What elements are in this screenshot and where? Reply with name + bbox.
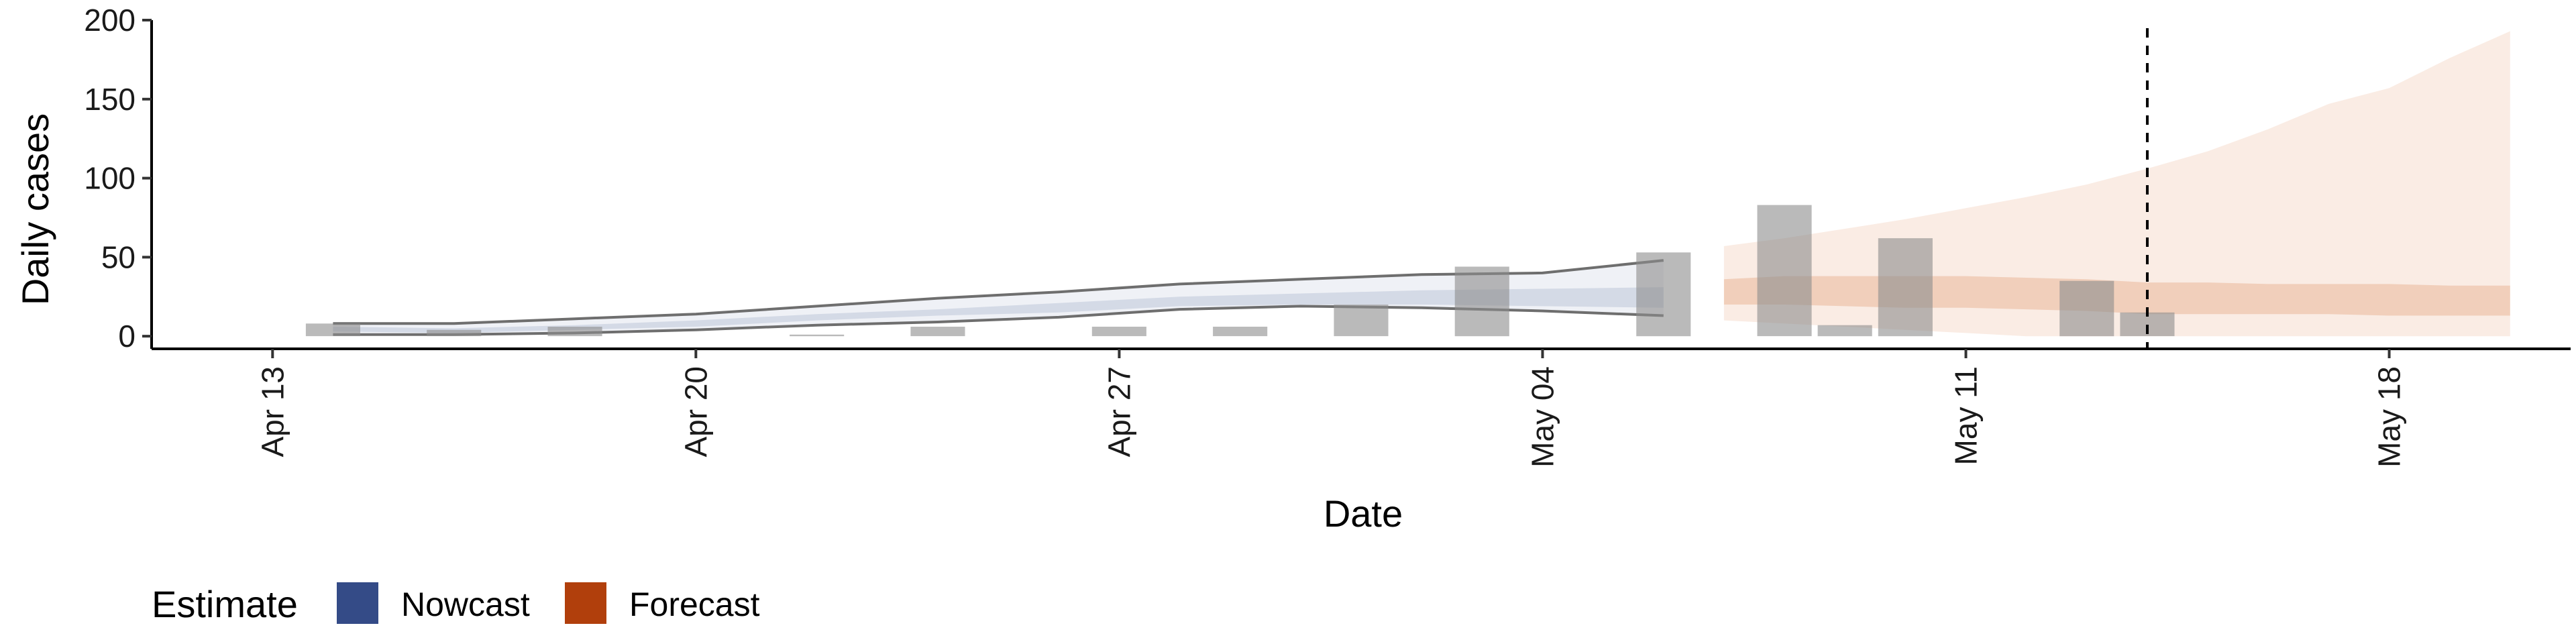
nowcast-upper-line [333, 259, 1664, 325]
case-bar [1213, 327, 1268, 337]
nowcast-band-inner [333, 287, 1664, 333]
case-bar [1454, 266, 1509, 337]
case-bar [1091, 327, 1146, 337]
legend-label-nowcast: Nowcast [401, 586, 530, 623]
x-axis: Apr 13 Apr 20 Apr 27 May 04 May 11 May 18 [152, 347, 2571, 468]
x-tick-label: Apr 27 [1102, 366, 1136, 458]
case-bar [1878, 238, 1933, 337]
y-tick-label: 150 [84, 82, 136, 117]
y-tick-label: 200 [84, 3, 136, 38]
legend-label-forecast: Forecast [629, 586, 760, 623]
x-tick-label: Apr 13 [255, 366, 290, 458]
case-bar [1334, 305, 1389, 337]
y-axis-title: Daily cases [14, 113, 56, 305]
legend-title: Estimate [152, 583, 298, 625]
x-tick-label: Apr 20 [678, 366, 713, 458]
case-bar [1757, 205, 1812, 337]
y-axis: 0 50 100 150 200 [84, 3, 153, 354]
case-bar [305, 323, 360, 337]
legend-swatch-nowcast [337, 582, 378, 624]
case-bar [910, 327, 965, 337]
legend: Estimate Nowcast Forecast [152, 582, 760, 625]
x-tick-label: May 04 [1525, 366, 1560, 468]
case-bar [790, 334, 845, 337]
case-bar [1817, 325, 1872, 337]
legend-swatch-forecast [565, 582, 606, 624]
case-bar [427, 329, 482, 337]
x-axis-title: Date [1324, 492, 1403, 535]
y-tick-label: 50 [101, 239, 136, 274]
case-bar [1636, 252, 1691, 337]
plot-area [305, 28, 2510, 349]
y-tick-label: 100 [84, 161, 136, 196]
x-tick-label: May 11 [1949, 366, 1984, 465]
case-bar [547, 327, 602, 337]
case-bar [2059, 280, 2114, 337]
y-tick-label: 0 [118, 319, 136, 354]
x-tick-label: May 18 [2372, 366, 2407, 468]
